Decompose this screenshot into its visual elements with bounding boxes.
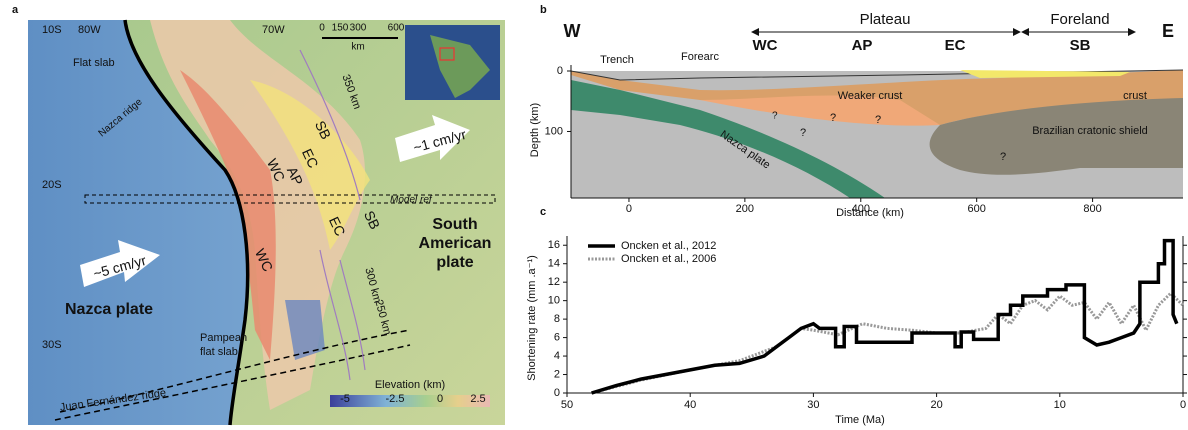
unknown-mark: ? (800, 127, 806, 139)
y-tick-label: 8 (554, 313, 560, 325)
section-label: Weaker crust (838, 90, 903, 102)
map-label: Flat slab (73, 57, 115, 69)
x-tick-label: 600 (968, 203, 986, 215)
panel-letter: b (540, 4, 547, 16)
x-tick-label: 30 (807, 399, 819, 411)
x-tick-label: 20 (930, 399, 942, 411)
unit-label: SB (312, 118, 334, 142)
section-label: crust (1123, 90, 1147, 102)
unknown-mark: ? (772, 111, 778, 122)
x-tick-label: 0 (626, 203, 632, 215)
scale-label: 600 (388, 23, 405, 34)
scale-label: 0 (319, 23, 325, 34)
region-label: Plateau (860, 11, 911, 28)
colorbar-tick: 0 (437, 393, 443, 405)
colorbar-title: Elevation (km) (375, 379, 445, 391)
lat-label: 30S (42, 339, 62, 351)
x-tick-label: 200 (736, 203, 754, 215)
x-tick-label: 400 (852, 203, 870, 215)
y-tick-label: 4 (554, 350, 560, 362)
map-label: plate (436, 254, 473, 271)
unknown-mark: ? (830, 112, 836, 124)
series-line (591, 238, 1179, 395)
x-tick-label: 40 (684, 399, 696, 411)
unit-label: SB (361, 208, 383, 232)
x-tick-label: 0 (1180, 399, 1186, 411)
unit-label: AP (852, 37, 873, 54)
lat-label: 10S (42, 24, 62, 36)
map-label: South (432, 216, 477, 233)
scale-label: 150 (332, 23, 349, 34)
unknown-mark: ? (875, 114, 881, 126)
colorbar-tick: 2.5 (470, 393, 485, 405)
section-label: Trench (600, 54, 634, 66)
map (28, 19, 505, 426)
legend-label: Oncken et al., 2012 (621, 240, 716, 252)
panel-letter: a (12, 4, 19, 16)
unit-label: EC (945, 37, 966, 54)
x-tick-label: 10 (1054, 399, 1066, 411)
panel-letter: c (540, 206, 546, 218)
map-label: Model ref (390, 195, 433, 206)
unit-label: EC (299, 146, 322, 170)
y-tick-label: 14 (548, 258, 560, 270)
y-tick-label: 0 (554, 387, 560, 399)
unit-label: AP (284, 164, 306, 188)
cross-section (570, 28, 1184, 199)
unit-label: WC (753, 37, 778, 54)
scale-label: km (351, 42, 364, 53)
section-label: Brazilian cratonic shield (1032, 125, 1148, 137)
y-tick-label: 6 (554, 331, 560, 343)
lat-label: 20S (42, 179, 62, 191)
region-label: Foreland (1050, 11, 1109, 28)
legend-label: Oncken et al., 2006 (621, 253, 716, 265)
axis-title: Distance (km) (836, 207, 904, 219)
lon-label: 70W (262, 24, 285, 36)
map-label: American (419, 235, 492, 252)
lon-label: 80W (78, 24, 101, 36)
plot-frame (566, 236, 1184, 394)
map-label: Pampean (200, 332, 247, 344)
section-label: Forearc (681, 51, 719, 63)
direction-label: E (1162, 21, 1174, 41)
map-label: flat slab (200, 346, 238, 358)
x-tick-label: 50 (561, 399, 573, 411)
colorbar-tick: -2.5 (386, 393, 405, 405)
axis-title: Time (Ma) (835, 414, 885, 426)
y-tick-label: 2 (554, 368, 560, 380)
y-tick-label: 16 (548, 239, 560, 251)
map-label: Nazca plate (65, 301, 153, 318)
x-tick-label: 800 (1083, 203, 1101, 215)
y-tick-label: 12 (548, 276, 560, 288)
axis-title: Depth (km) (529, 103, 541, 157)
y-tick-label: 10 (548, 295, 560, 307)
y-tick-label: 100 (545, 125, 563, 137)
unit-label: EC (326, 214, 349, 238)
colorbar-tick: -5 (340, 393, 350, 405)
y-tick-label: 0 (557, 65, 563, 77)
unknown-mark: ? (1000, 151, 1006, 163)
axis-title: Shortening rate (mm .a⁻¹) (526, 255, 538, 381)
scale-label: 300 (350, 23, 367, 34)
direction-label: W (564, 21, 581, 41)
unit-label: SB (1070, 37, 1091, 54)
